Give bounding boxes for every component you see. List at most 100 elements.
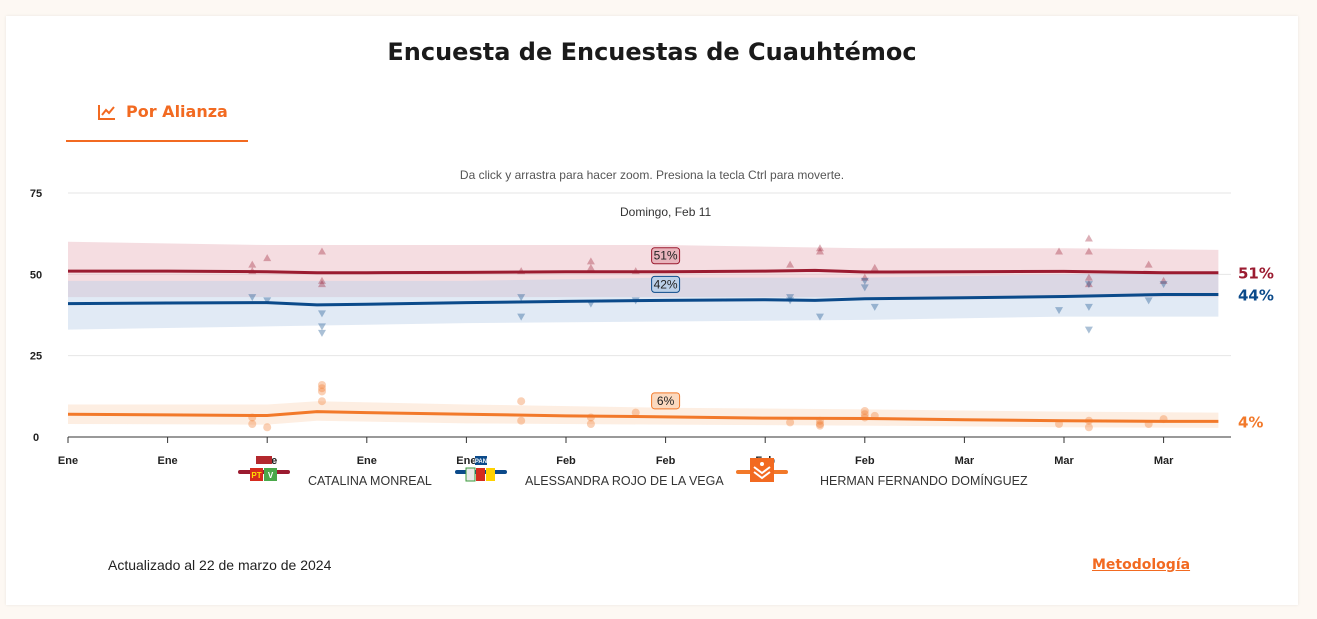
x-tick-label: Ene	[158, 455, 178, 467]
tooltip-badge	[651, 392, 681, 410]
legend-label: HERMAN FERNANDO DOMÍNGUEZ	[820, 474, 1028, 488]
chart-card: Encuesta de Encuestas de Cuauhtémoc Por …	[6, 16, 1298, 605]
x-tick-label: Ene	[58, 455, 78, 467]
poll-point	[586, 419, 595, 428]
x-tick-label: Ene	[456, 455, 476, 467]
poll-point	[815, 419, 824, 428]
poll-point	[1084, 281, 1093, 289]
poll-point	[1055, 247, 1064, 255]
poll-point	[317, 323, 326, 331]
poll-point	[815, 421, 824, 430]
poll-point	[317, 329, 326, 337]
confidence-bands	[68, 241, 1219, 428]
trend-line	[67, 410, 1219, 423]
poll-point	[1144, 297, 1153, 305]
poll-point	[1084, 273, 1093, 281]
y-tick-label: 75	[30, 188, 42, 200]
poll-point	[1084, 326, 1093, 334]
poll-point	[1084, 247, 1093, 255]
y-tick-label: 25	[30, 351, 42, 363]
legend-item-alessandra-rojo[interactable]: PAN ALESSANDRA ROJO DE LA VEGA	[455, 456, 745, 496]
poll-point	[317, 384, 326, 393]
chart-labels: 0255075EneEneEneEneEneFebFebFebFebMarMar…	[30, 188, 1274, 467]
poll-point	[317, 247, 326, 255]
tooltip-value: 51%	[654, 249, 678, 263]
page-title: Encuesta de Encuestas de Cuauhtémoc	[387, 38, 917, 66]
poll-point	[860, 273, 869, 281]
end-value-label: 4%	[1238, 413, 1263, 431]
x-tick-label: Mar	[955, 455, 975, 467]
poll-point	[631, 408, 640, 417]
poll-point	[1055, 307, 1064, 315]
poll-point	[1084, 303, 1093, 311]
tooltip-value: 6%	[657, 394, 675, 408]
tooltip-badge	[651, 247, 681, 265]
poll-point	[248, 294, 257, 302]
movimiento-ciudadano-logo	[750, 458, 774, 482]
poll-point	[1084, 234, 1093, 242]
zoom-hint: Da click y arrastra para hacer zoom. Pre…	[459, 168, 845, 182]
poll-point	[815, 244, 824, 252]
poll-point	[248, 419, 257, 428]
poll-point	[517, 313, 526, 321]
methodology-link[interactable]: Metodología	[1092, 557, 1191, 573]
legend-label: CATALINA MONREAL	[308, 474, 432, 488]
poll-point	[860, 277, 869, 285]
poll-point	[1144, 260, 1153, 268]
poll-point	[248, 260, 257, 268]
x-tick-label: Ene	[357, 455, 377, 467]
poll-point	[786, 294, 795, 302]
line-chart-icon	[98, 105, 115, 120]
end-value-label: 51%	[1238, 265, 1274, 283]
poll-point	[870, 303, 879, 311]
tooltip-badge	[651, 275, 681, 293]
pan-pri-prd-logo: PAN	[465, 456, 495, 482]
poll-point	[263, 254, 272, 262]
trend-line	[67, 293, 1219, 307]
tab-label: Por Alianza	[126, 102, 228, 121]
legend-item-catalina-monreal[interactable]: PT V CATALINA MONREAL	[238, 456, 448, 496]
svg-text:PAN: PAN	[475, 459, 487, 465]
poll-point	[860, 406, 869, 415]
tooltip-date: Domingo, Feb 11	[620, 205, 711, 219]
poll-point	[317, 397, 326, 406]
confidence-band	[68, 241, 1219, 298]
poll-point	[517, 416, 526, 425]
poll-point	[317, 310, 326, 318]
poll-point	[317, 380, 326, 389]
poll-point	[317, 280, 326, 288]
poll-point	[860, 284, 869, 292]
poll-point	[317, 276, 326, 284]
legend-item-herman-dominguez[interactable]: HERMAN FERNANDO DOMÍNGUEZ	[736, 456, 1046, 496]
x-tick-label: Mar	[1054, 455, 1074, 467]
poll-point	[1159, 276, 1168, 284]
poll-point	[815, 313, 824, 321]
poll-point	[317, 387, 326, 396]
poll-point	[263, 423, 272, 432]
x-tick-label: Mar	[1154, 455, 1174, 467]
poll-point	[815, 247, 824, 255]
trend-lines	[67, 268, 1219, 423]
updated-date: Actualizado al 22 de marzo de 2024	[108, 557, 332, 573]
poll-point	[263, 297, 272, 305]
legend-label: ALESSANDRA ROJO DE LA VEGA	[525, 474, 724, 488]
chart-axes	[67, 436, 1231, 443]
poll-point	[786, 260, 795, 268]
tooltip-value: 42%	[654, 277, 678, 291]
poll-point	[586, 257, 595, 265]
confidence-band	[68, 401, 1219, 428]
tab-por-alianza[interactable]: Por Alianza	[66, 100, 248, 142]
poll-point	[1084, 423, 1093, 432]
poll-point	[586, 263, 595, 271]
svg-text:PT: PT	[251, 471, 261, 480]
pt-morena-logo: PT V	[250, 456, 277, 481]
x-tick-label: Feb	[855, 455, 875, 467]
end-value-label: 44%	[1238, 287, 1274, 305]
x-tick-label: Feb	[556, 455, 576, 467]
poll-point	[1084, 280, 1093, 288]
poll-point	[786, 418, 795, 427]
trend-line	[68, 268, 1219, 275]
svg-text:V: V	[268, 471, 274, 480]
y-tick-label: 50	[30, 269, 42, 281]
